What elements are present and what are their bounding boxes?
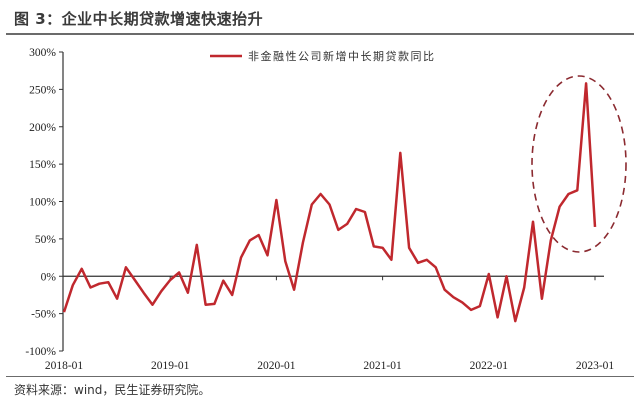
y-tick-label: 250% [29,84,56,96]
y-tick-label: -50% [31,309,56,321]
title-divider [6,33,634,35]
y-tick-label: 150% [29,159,56,171]
x-tick-label: 2020-01 [257,360,296,372]
x-axis: 2018-01 2019-01 2020-01 2021-01 2022-01 2023-… [45,275,615,372]
y-tick-label: 100% [29,197,56,209]
line-chart: -100% -50% 0% 50% 100% 150% 200% 250% 300% 2018-… [25,47,627,372]
x-tick-label: 2018-01 [45,360,84,372]
series-line [62,82,597,323]
x-tick-label: 2019-01 [151,360,190,372]
figure-title: 图 3：企业中长期贷款增速快速抬升 [14,10,264,28]
y-axis: -100% -50% 0% 50% 100% 150% 200% 250% 300% [25,47,64,358]
y-tick-label: 0% [41,271,57,283]
y-tick-label: -100% [25,346,56,358]
x-tick-label: 2023-01 [576,360,615,372]
highlight-ellipse [531,75,627,253]
x-tick-label: 2022-01 [470,360,509,372]
source-divider [6,376,634,377]
source-note: 资料来源：wind，民生证券研究院。 [14,383,211,397]
legend-label: 非金融性公司新增中长期贷款同比 [248,49,436,63]
legend: 非金融性公司新增中长期贷款同比 [210,49,436,63]
y-tick-label: 200% [29,122,56,134]
y-tick-label: 300% [29,47,56,59]
x-tick-label: 2021-01 [363,360,402,372]
y-tick-label: 50% [35,234,57,246]
